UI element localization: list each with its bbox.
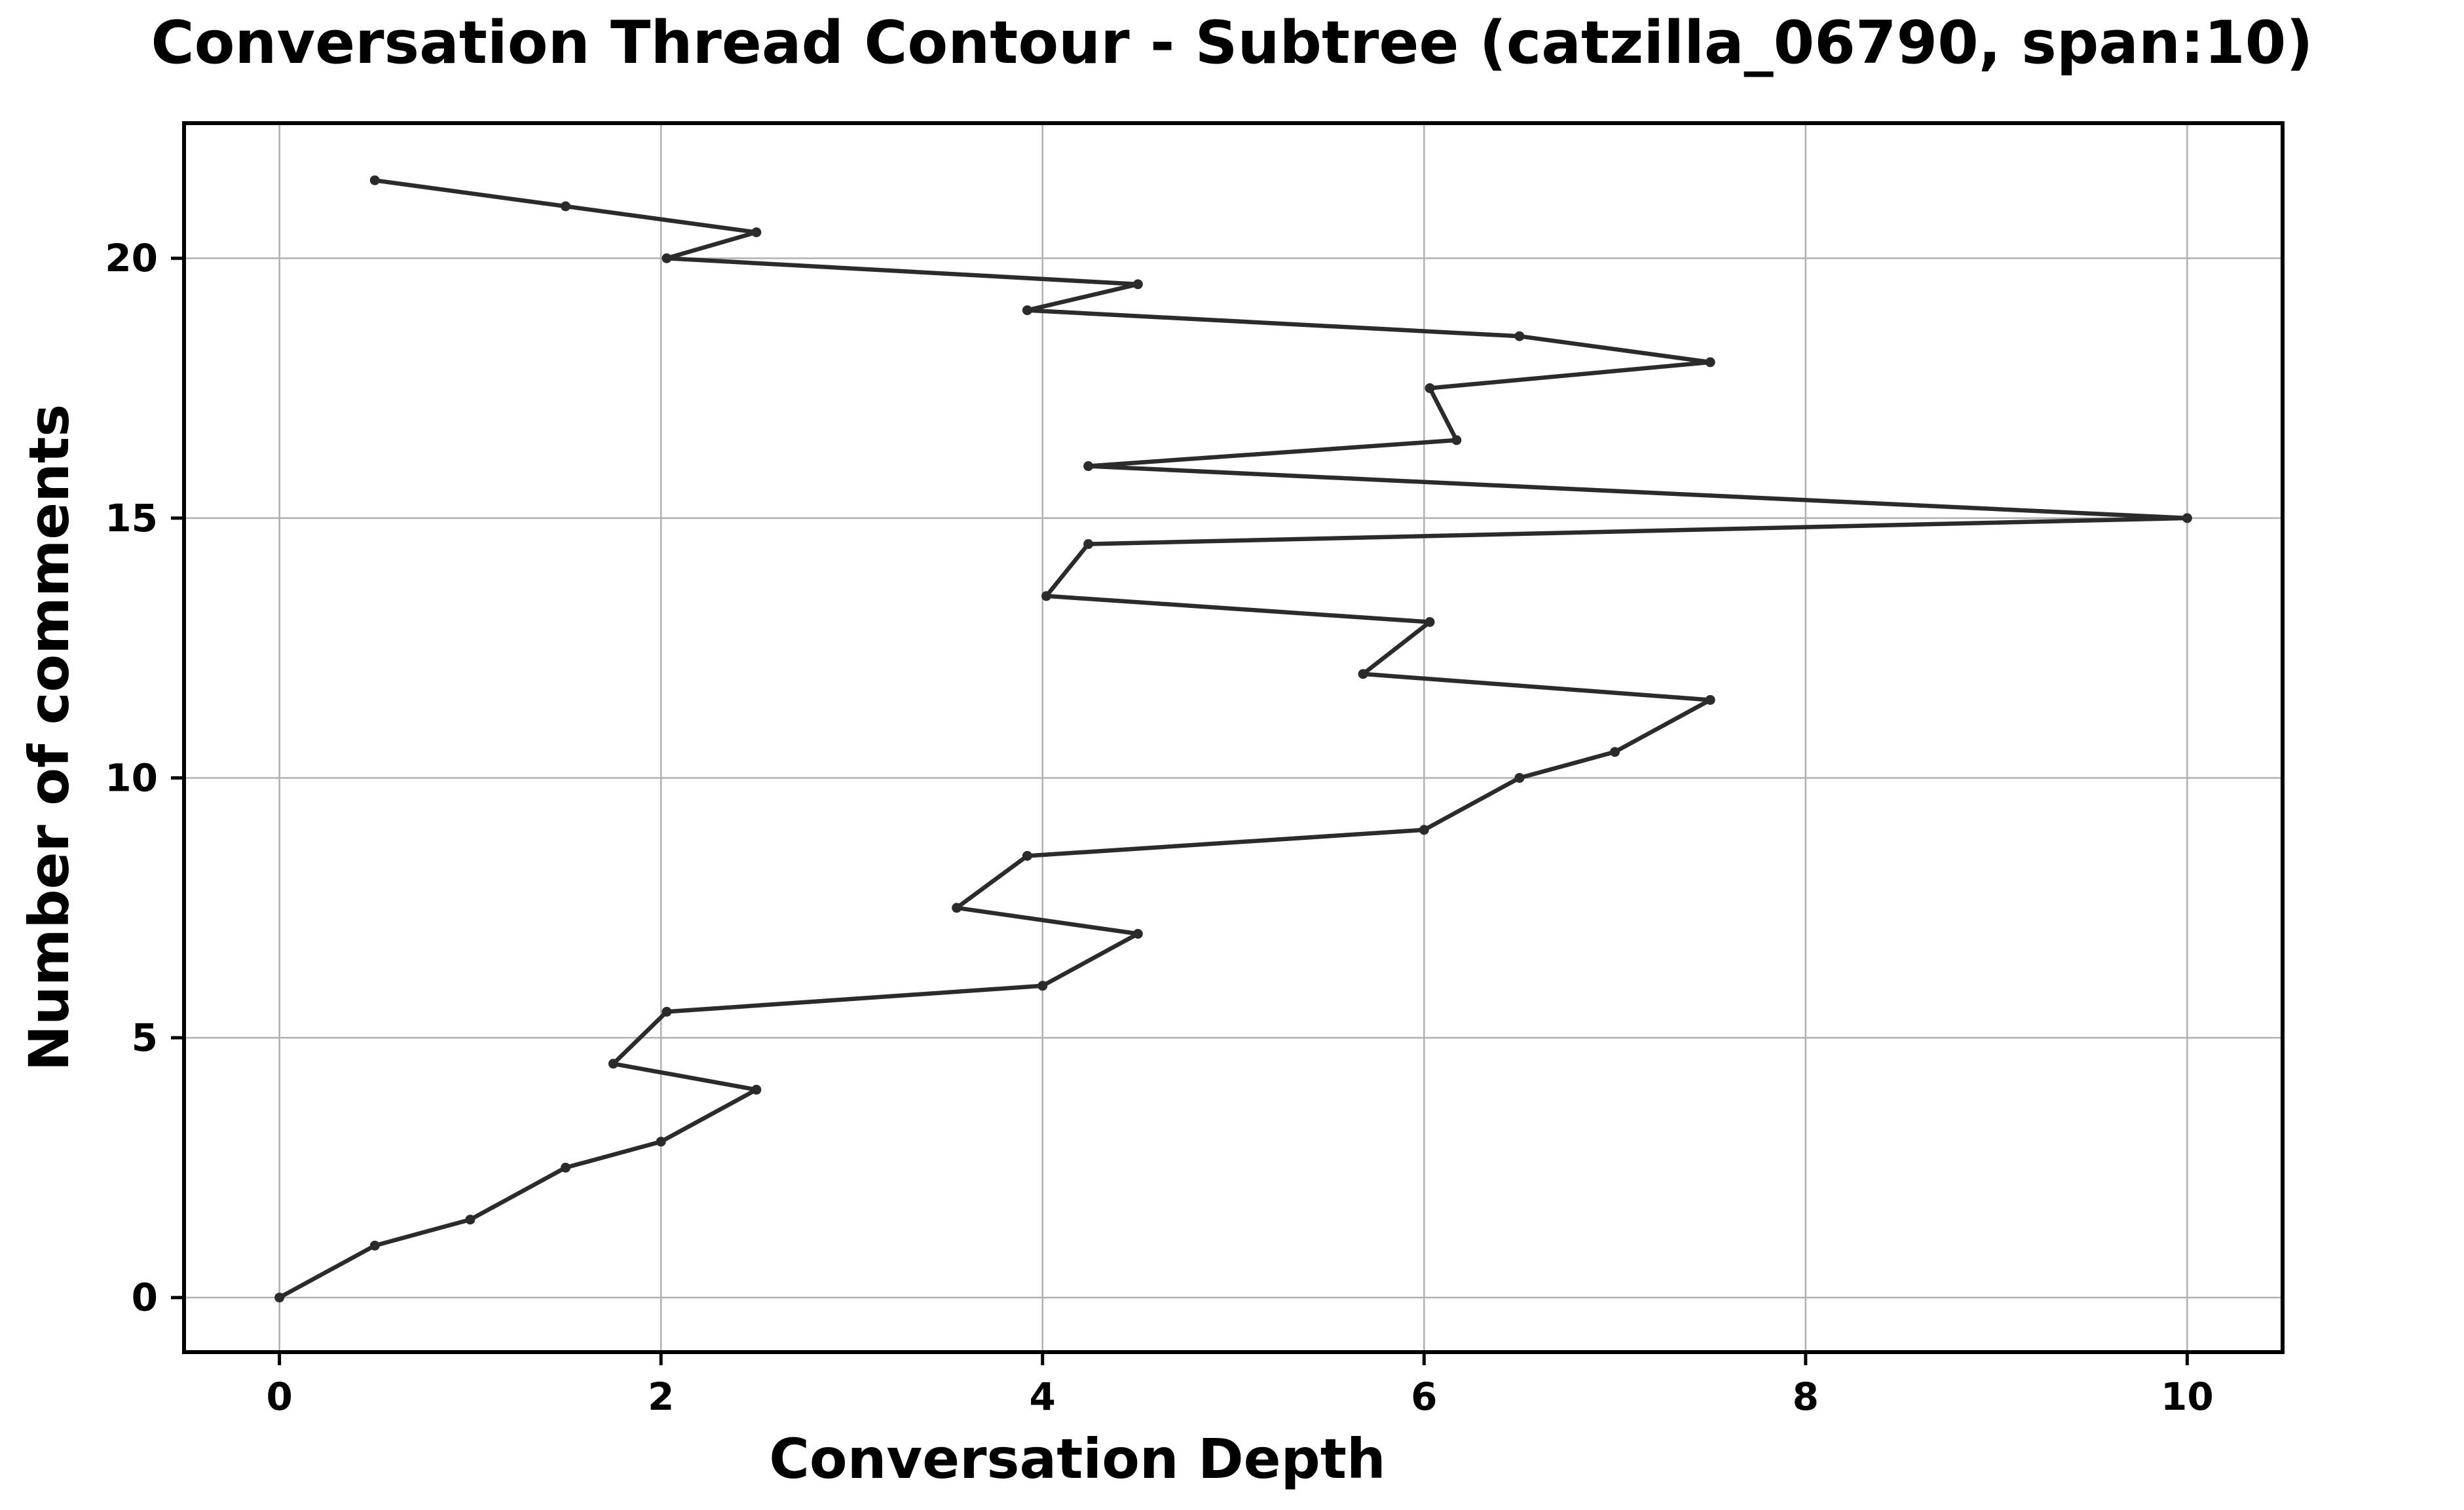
axis-ticks: 0 2 4 6 8 10 0 5 10 15 20 xyxy=(105,236,2213,1419)
x-tick-label: 10 xyxy=(2161,1374,2214,1419)
data-point xyxy=(1451,435,1462,445)
data-point xyxy=(751,227,762,238)
data-point xyxy=(1425,383,1435,394)
data-point xyxy=(1022,305,1032,316)
data-point xyxy=(952,903,962,913)
y-axis-label: Number of comments xyxy=(17,404,81,1071)
data-point xyxy=(1132,928,1143,939)
data-point xyxy=(1083,461,1094,472)
data-point xyxy=(1037,981,1048,991)
data-point xyxy=(1132,279,1143,290)
x-tick-label: 6 xyxy=(1411,1374,1437,1419)
y-tick-label: 0 xyxy=(132,1275,158,1320)
data-point xyxy=(1419,825,1429,835)
data-series xyxy=(274,175,2192,1303)
data-point xyxy=(465,1215,476,1225)
data-point xyxy=(1610,747,1620,757)
grid-lines xyxy=(184,123,2283,1352)
y-tick-label: 15 xyxy=(105,496,158,540)
y-tick-label: 5 xyxy=(132,1015,158,1060)
series-line xyxy=(278,178,2190,1300)
chart-title: Conversation Thread Contour - Subtree (c… xyxy=(151,9,2313,77)
data-point xyxy=(561,201,571,212)
data-point xyxy=(608,1059,618,1069)
data-point xyxy=(561,1162,571,1173)
data-point xyxy=(1514,331,1525,341)
plot-frame xyxy=(182,121,2285,1354)
x-tick-label: 2 xyxy=(648,1374,674,1419)
data-point xyxy=(656,1137,666,1147)
data-point xyxy=(2182,513,2192,523)
data-point xyxy=(1425,617,1435,628)
y-tick-label: 10 xyxy=(105,755,158,800)
data-point xyxy=(369,175,380,185)
data-point xyxy=(751,1084,762,1095)
y-tick-label: 20 xyxy=(105,236,158,280)
data-point xyxy=(1083,539,1094,550)
x-axis-label: Conversation Depth xyxy=(769,1427,1385,1491)
data-point xyxy=(662,1006,672,1017)
data-point xyxy=(1022,850,1032,861)
data-point xyxy=(1705,694,1715,705)
x-tick-label: 0 xyxy=(266,1374,292,1419)
x-tick-label: 4 xyxy=(1030,1374,1056,1419)
x-tick-label: 8 xyxy=(1793,1374,1819,1419)
data-point xyxy=(1041,591,1052,601)
data-point xyxy=(1514,772,1525,783)
data-point xyxy=(274,1293,285,1303)
data-point xyxy=(1358,669,1368,679)
data-point xyxy=(662,253,672,263)
data-point xyxy=(369,1240,380,1251)
data-point xyxy=(1705,357,1715,368)
